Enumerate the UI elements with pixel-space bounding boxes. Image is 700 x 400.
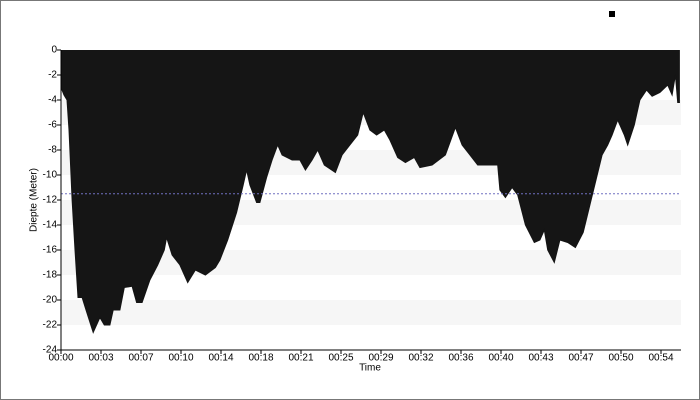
x-axis-title: Time [359,363,381,374]
stripe [61,300,681,325]
x-tick-label: 00:18 [248,353,273,364]
y-tick-label: -20 [43,295,58,306]
y-tick-label: -4 [48,95,57,106]
area-line [60,74,680,334]
y-tick-label: -2 [48,70,57,81]
x-tick-label: 00:43 [528,353,553,364]
x-tick-label: 00:29 [368,353,393,364]
y-tick-label: -16 [43,245,58,256]
y-tick-label: -18 [43,270,58,281]
x-tick-label: 00:07 [128,353,153,364]
x-tick-label: 00:50 [608,353,633,364]
y-tick-label: -24 [43,345,58,356]
legend-marker [609,11,615,17]
y-tick-label: -8 [48,145,57,156]
stripe [61,250,681,275]
x-tick-label: 00:25 [328,353,353,364]
y-tick-label: 0 [51,45,57,56]
y-tick-label: -12 [43,195,58,206]
x-tick-label: 00:03 [88,353,113,364]
x-tick-label: 00:47 [568,353,593,364]
x-tick-label: 00:32 [408,353,433,364]
y-tick-label: -22 [43,320,58,331]
y-axis-title: Diepte (Meter) [29,168,40,232]
x-tick-label: 00:40 [488,353,513,364]
area-fill [61,50,680,333]
y-tick-label: -10 [43,170,58,181]
x-tick-label: 00:54 [648,353,673,364]
y-tick-label: -14 [43,220,58,231]
x-tick-label: 00:00 [48,353,73,364]
y-tick-label: -6 [48,120,57,131]
x-tick-label: 00:21 [288,353,313,364]
x-tick-label: 00:14 [208,353,233,364]
x-tick-label: 00:36 [448,353,473,364]
x-tick-label: 00:10 [168,353,193,364]
